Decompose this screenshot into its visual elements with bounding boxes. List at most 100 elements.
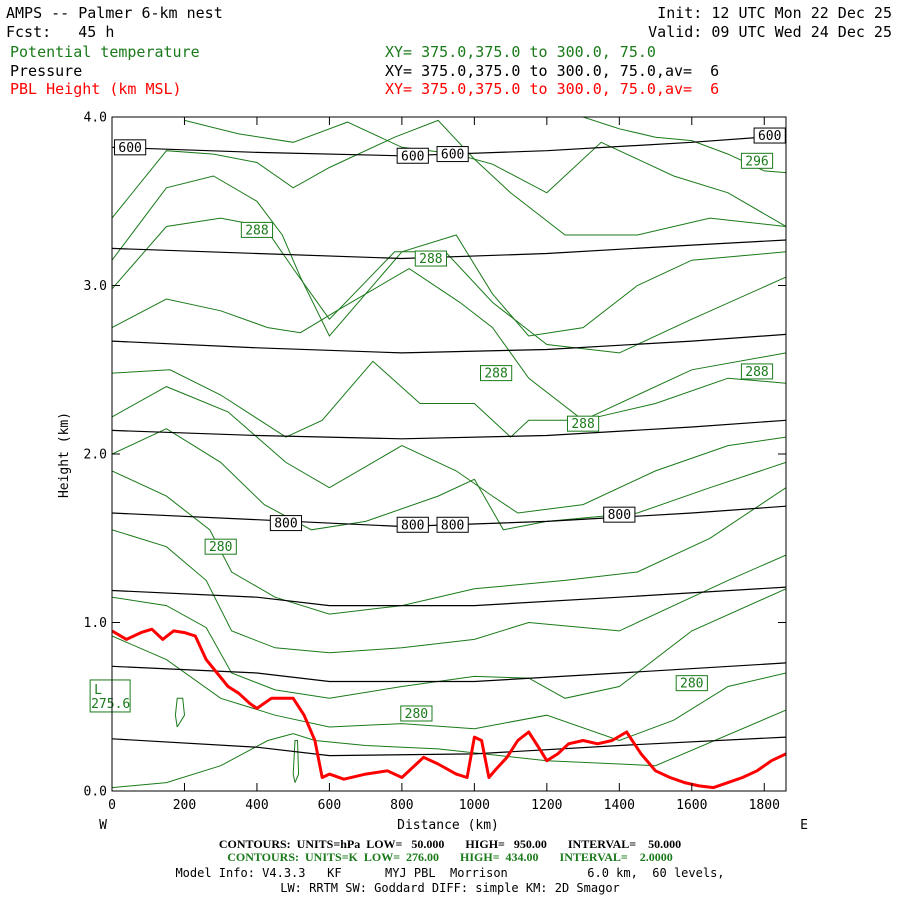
theta-contour-9: [112, 217, 786, 354]
pbl-height-line: [112, 627, 786, 790]
footer-physics: LW: RRTM SW: Goddard DIFF: simple KM: 2D…: [280, 881, 620, 895]
pressure-label-3: 600: [758, 129, 781, 144]
y-tick-label-3: 3.0: [84, 279, 107, 294]
footer-pressure-contours: CONTOURS: UNITS=hPa LOW= 50.000 HIGH= 95…: [218, 837, 682, 851]
pressure-label-4-box: [269, 515, 303, 532]
x-tick-label-2: 400: [245, 798, 268, 813]
legend-potential-temperature: Potential temperature: [10, 43, 200, 61]
y-tick-label-2: 2.0: [84, 448, 107, 463]
x-tick-label-5: 1000: [459, 798, 490, 813]
x-tick-label-4: 800: [390, 798, 413, 813]
min-label-letter: L: [94, 683, 102, 698]
footer-model-info: Model Info: V4.3.3 KF MYJ PBL Morrison 6…: [175, 866, 725, 880]
theta-label-4: 288: [745, 365, 768, 380]
pressure-contour-600: [112, 134, 786, 157]
theta-label-4-box: [740, 363, 774, 380]
theta-label-7-box: [400, 705, 433, 722]
pressure-label-1: 600: [401, 149, 424, 164]
theta-contour-8: [112, 268, 786, 421]
theta-contour-11: [112, 119, 786, 236]
theta-label-0: 288: [245, 223, 268, 238]
legend-pressure: Pressure: [10, 62, 83, 80]
theta-label-5-box: [740, 152, 774, 169]
theta-contour-6: [112, 386, 786, 514]
pressure-label-5-box: [396, 516, 429, 533]
theta-contour-0: [112, 709, 786, 789]
x-tick-label-3: 600: [318, 798, 341, 813]
forecast-hour: Fcst: 45 h: [6, 23, 115, 41]
theta-label-6: 280: [209, 540, 232, 555]
x-axis-east-label: E: [800, 818, 808, 833]
pressure-contour-800: [112, 505, 786, 528]
min-label-box: [89, 679, 131, 713]
pressure-label-3-box: [753, 127, 786, 144]
chart-title: AMPS -- Palmer 6-km nest: [6, 4, 223, 22]
x-tick-label-1: 200: [173, 798, 196, 813]
theta-label-7: 280: [405, 707, 428, 722]
pressure-contour-650: [112, 239, 786, 260]
pressure-label-0: 600: [118, 141, 141, 156]
theta-label-8: 280: [680, 677, 703, 692]
theta-contour-12: [184, 119, 786, 227]
x-axis-west-label: W: [99, 818, 107, 833]
pressure-label-1-box: [396, 147, 429, 164]
x-tick-label-8: 1600: [676, 798, 707, 813]
pressure-label-7: 800: [608, 508, 631, 523]
pressure-contour-900: [112, 662, 786, 683]
theta-label-2: 288: [484, 367, 507, 382]
pressure-label-6: 800: [441, 518, 464, 533]
footer-theta-contours: CONTOURS: UNITS=K LOW= 276.00 HIGH= 434.…: [227, 850, 673, 864]
theta-label-5: 296: [745, 154, 768, 169]
theta-label-6-box: [204, 538, 237, 555]
legend-pbl-height: PBL Height (km MSL): [10, 80, 182, 98]
y-axis-label: Height (km): [57, 412, 72, 498]
pressure-contour-950: [112, 736, 786, 757]
theta-contour-10: [112, 175, 786, 337]
theta-label-1-box: [414, 250, 447, 267]
theta-contour-5: [112, 428, 786, 531]
theta-contour-3: [112, 529, 786, 654]
theta-label-0-box: [240, 221, 274, 238]
y-tick-label-4: 4.0: [84, 111, 107, 126]
pressure-contour-750: [112, 419, 786, 440]
min-label-value: 275.6: [91, 697, 130, 712]
theta-contour-14: [174, 697, 186, 728]
init-time: Init: 12 UTC Mon 22 Dec 25: [657, 4, 892, 22]
x-tick-label-7: 1400: [604, 798, 635, 813]
pbl-layer: [112, 627, 786, 790]
pressure-label-0-box: [114, 139, 147, 156]
pressure-label-6-box: [436, 516, 469, 533]
theta-label-8-box: [675, 675, 708, 692]
xy-pressure: XY= 375.0,375.0 to 300.0, 75.0,av= 6: [385, 62, 720, 80]
y-tick-label-0: 0.0: [84, 785, 107, 800]
theta-label-1: 288: [419, 252, 442, 267]
x-tick-label-9: 1800: [749, 798, 780, 813]
pressure-label-2-box: [436, 146, 469, 163]
pressure-label-5: 800: [401, 518, 424, 533]
theta-label-3: 288: [571, 417, 594, 432]
y-tick-label-1: 1.0: [84, 616, 107, 631]
pressure-label-2: 600: [441, 148, 464, 163]
xy-theta: XY= 375.0,375.0 to 300.0, 75.0: [385, 43, 656, 61]
pressure-label-4: 800: [274, 517, 297, 532]
theta-label-3-box: [566, 415, 600, 432]
theta-contour-2: [112, 588, 786, 699]
theta-contour-13: [582, 117, 786, 174]
theta-contour-15: [292, 740, 300, 783]
theta-contours: [112, 117, 786, 789]
pressure-contour-700: [112, 333, 786, 354]
x-axis-label: Distance (km): [397, 818, 499, 833]
contour-labels: 600 600 600 600 800 800 800 800 288 288 288 288 288 2…: [89, 127, 786, 722]
x-tick-label-6: 1200: [531, 798, 562, 813]
pressure-contour-850: [112, 586, 786, 607]
theta-contour-7: [112, 360, 786, 438]
valid-time: Valid: 09 UTC Wed 24 Dec 25: [648, 23, 892, 41]
theta-label-2-box: [480, 365, 513, 382]
theta-contour-4: [112, 470, 786, 615]
x-tick-label-0: 0: [108, 798, 116, 813]
axes: 0.0 1.0 2.0 3.0 4.0 0 200 400 600 800 1000 1200 1400…: [84, 111, 786, 813]
xy-pbl: XY= 375.0,375.0 to 300.0, 75.0,av= 6: [385, 80, 720, 98]
pressure-contours: [112, 134, 786, 757]
theta-contour-1: [112, 635, 786, 742]
